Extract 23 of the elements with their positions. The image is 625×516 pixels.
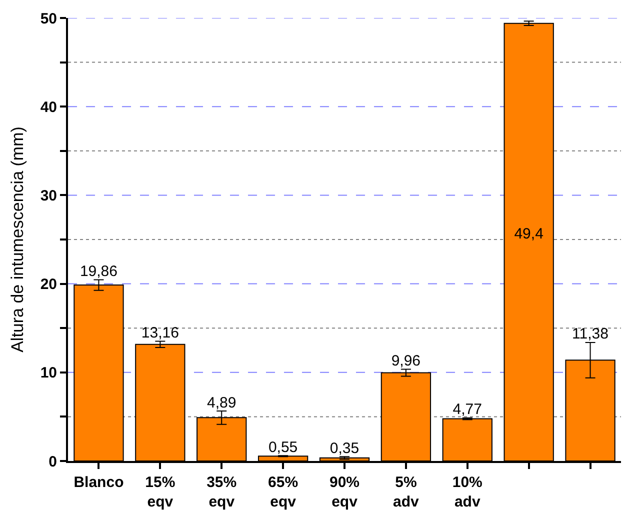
x-tick-label: 5% adv xyxy=(393,474,420,510)
data-label: 13,16 xyxy=(141,324,179,342)
data-label: 49,4 xyxy=(514,225,544,242)
data-label: 19,86 xyxy=(80,262,118,280)
y-tick-label: 0 xyxy=(48,453,57,470)
data-label: 11,38 xyxy=(572,326,608,343)
y-axis-title: Altura de intumescencia (mm) xyxy=(8,126,27,352)
y-tick-label: 50 xyxy=(40,10,57,28)
data-label: 4,77 xyxy=(452,401,482,418)
x-tick-label: Blanco xyxy=(74,474,124,491)
y-tick-label: 20 xyxy=(40,276,57,294)
y-tick-label: 10 xyxy=(40,364,57,382)
x-tick-label: 90% eqv xyxy=(329,474,360,510)
x-tick-label: 15% eqv xyxy=(145,474,176,510)
x-tick-label: 10% adv xyxy=(452,474,482,510)
x-tick-label: 35% eqv xyxy=(206,474,237,510)
data-label: 4,89 xyxy=(207,394,236,412)
y-tick-label: 40 xyxy=(40,98,57,116)
data-label: 0,55 xyxy=(268,438,298,456)
x-tick-label: 65% eqv xyxy=(268,474,298,510)
y-tick-label: 30 xyxy=(40,187,57,204)
data-label: 9,96 xyxy=(391,352,421,370)
data-label: 0,35 xyxy=(330,440,360,457)
